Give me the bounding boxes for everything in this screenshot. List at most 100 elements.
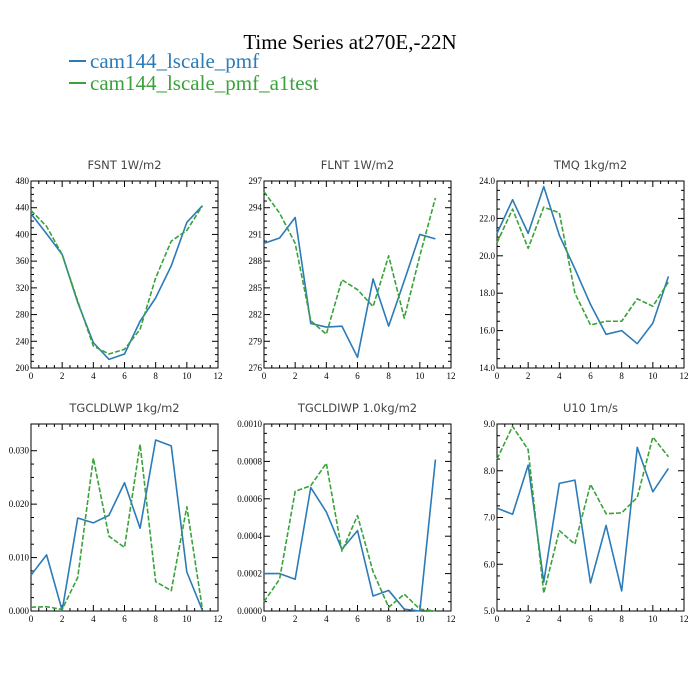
y-tick-label: 0.020 — [9, 499, 30, 509]
series-line-2 — [263, 191, 437, 335]
legend-label-series-1: cam144_lscale_pmf — [90, 49, 259, 73]
x-tick-label: 12 — [680, 371, 689, 381]
x-tick-label: 6 — [355, 371, 360, 381]
series-line-1 — [496, 185, 670, 345]
x-tick-label: 6 — [355, 614, 360, 624]
x-tick-label: 10 — [182, 614, 192, 624]
y-tick-label: 8.0 — [484, 466, 496, 476]
x-tick-label: 4 — [557, 614, 562, 624]
x-tick-label: 6 — [122, 371, 127, 381]
y-tick-label: 294 — [249, 203, 263, 213]
legend: cam144_lscale_pmf cam144_lscale_pmf_a1te… — [69, 49, 319, 95]
y-tick-label: 18.0 — [479, 288, 495, 298]
plot-frame — [263, 180, 452, 369]
y-tick-label: 7.0 — [484, 513, 496, 523]
series-line-2 — [496, 206, 670, 326]
x-tick-label: 10 — [648, 371, 658, 381]
y-tick-label: 282 — [249, 310, 263, 320]
series-line-1 — [30, 439, 204, 612]
y-tick-label: 0.000 — [9, 606, 30, 616]
x-tick-label: 10 — [648, 614, 658, 624]
x-tick-label: 6 — [122, 614, 127, 624]
y-tick-label: 24.0 — [479, 176, 495, 186]
chart-panel-4: TGCLDLWP 1kg/m2 0 2 4 6 8 10 12 0.000 0.010 0.020 0… — [9, 401, 223, 624]
y-tick-label: 280 — [16, 310, 30, 320]
y-tick-label: 276 — [249, 363, 263, 373]
y-tick-label: 0.0010 — [237, 419, 262, 429]
x-tick-label: 6 — [588, 614, 593, 624]
x-tick-label: 2 — [60, 371, 65, 381]
x-tick-label: 0 — [262, 614, 267, 624]
y-tick-label: 14.0 — [479, 363, 495, 373]
x-tick-label: 4 — [91, 371, 96, 381]
y-tick-label: 400 — [16, 229, 30, 239]
x-tick-label: 12 — [214, 371, 223, 381]
panel-title: TGCLDLWP 1kg/m2 — [68, 401, 179, 415]
series-line-1 — [30, 205, 204, 361]
chart-panel-3: TMQ 1kg/m2 0 2 4 6 8 10 12 14.0 16.0 18.0 20.0 22.0 2… — [479, 158, 688, 381]
x-tick-label: 0 — [262, 371, 267, 381]
panel-title: FLNT 1W/m2 — [321, 158, 394, 172]
x-tick-label: 12 — [447, 371, 456, 381]
x-tick-label: 0 — [495, 614, 500, 624]
chart-panels: FSNT 1W/m20 2 4 6 8 10 12200240280320360400440… — [9, 158, 689, 624]
y-tick-label: 440 — [16, 203, 30, 213]
y-tick-label: 5.0 — [484, 606, 496, 616]
x-tick-label: 8 — [153, 614, 158, 624]
y-tick-label: 0.0008 — [237, 456, 262, 466]
x-tick-label: 4 — [324, 614, 329, 624]
x-tick-label: 10 — [415, 371, 425, 381]
series-line-1 — [496, 446, 670, 592]
x-tick-label: 4 — [91, 614, 96, 624]
series-line-2 — [496, 425, 670, 595]
y-tick-label: 291 — [249, 229, 263, 239]
x-tick-label: 10 — [415, 614, 425, 624]
plot-frame — [30, 423, 219, 612]
x-tick-label: 8 — [619, 614, 624, 624]
y-tick-label: 320 — [16, 283, 30, 293]
panel-title: FSNT 1W/m2 — [87, 158, 161, 172]
y-tick-label: 297 — [249, 176, 263, 186]
y-tick-label: 20.0 — [479, 251, 495, 261]
x-tick-label: 2 — [60, 614, 65, 624]
y-tick-label: 9.0 — [484, 419, 496, 429]
y-tick-label: 0.010 — [9, 553, 30, 563]
series-line-2 — [30, 443, 204, 611]
x-tick-label: 8 — [153, 371, 158, 381]
y-tick-label: 0.0006 — [237, 494, 262, 504]
panel-title: TGCLDIWP 1.0kg/m2 — [297, 401, 417, 415]
y-tick-label: 240 — [16, 336, 30, 346]
y-tick-label: 6.0 — [484, 559, 496, 569]
x-tick-label: 0 — [495, 371, 500, 381]
series-line-2 — [263, 462, 436, 612]
x-tick-label: 8 — [386, 614, 391, 624]
x-tick-label: 2 — [293, 614, 298, 624]
x-tick-label: 12 — [447, 614, 456, 624]
plot-frame — [496, 180, 685, 369]
x-tick-label: 2 — [526, 371, 531, 381]
x-tick-label: 12 — [214, 614, 223, 624]
y-tick-label: 360 — [16, 256, 30, 266]
x-tick-label: 8 — [386, 371, 391, 381]
y-tick-label: 279 — [249, 336, 263, 346]
y-tick-label: 0.0002 — [237, 569, 262, 579]
x-tick-label: 2 — [293, 371, 298, 381]
series-line-1 — [264, 459, 437, 612]
x-tick-label: 6 — [588, 371, 593, 381]
y-tick-label: 285 — [249, 283, 263, 293]
chart-panel-2: FLNT 1W/m2 0 2 4 6 8 10 12 276 279 282 285 288 291 294… — [249, 158, 456, 381]
chart-panel-6: U10 1m/s 0 2 4 6 8 10 12 5.0 6.0 7.0 8.0 9.0 — [484, 401, 689, 624]
x-tick-label: 10 — [182, 371, 192, 381]
x-tick-label: 12 — [680, 614, 689, 624]
x-tick-label: 0 — [29, 371, 34, 381]
y-tick-label: 200 — [16, 363, 30, 373]
series-line-1 — [263, 216, 436, 359]
y-tick-label: 16.0 — [479, 326, 495, 336]
x-tick-label: 2 — [526, 614, 531, 624]
chart-panel-1: FSNT 1W/m2 0 2 4 6 8 10 12 200 240 280 320 360 400 440… — [16, 158, 223, 381]
series-line-2 — [30, 205, 204, 355]
y-tick-label: 0.0000 — [237, 606, 262, 616]
figure-title: Time Series at270E,-22N — [243, 30, 456, 54]
x-tick-label: 4 — [557, 371, 562, 381]
